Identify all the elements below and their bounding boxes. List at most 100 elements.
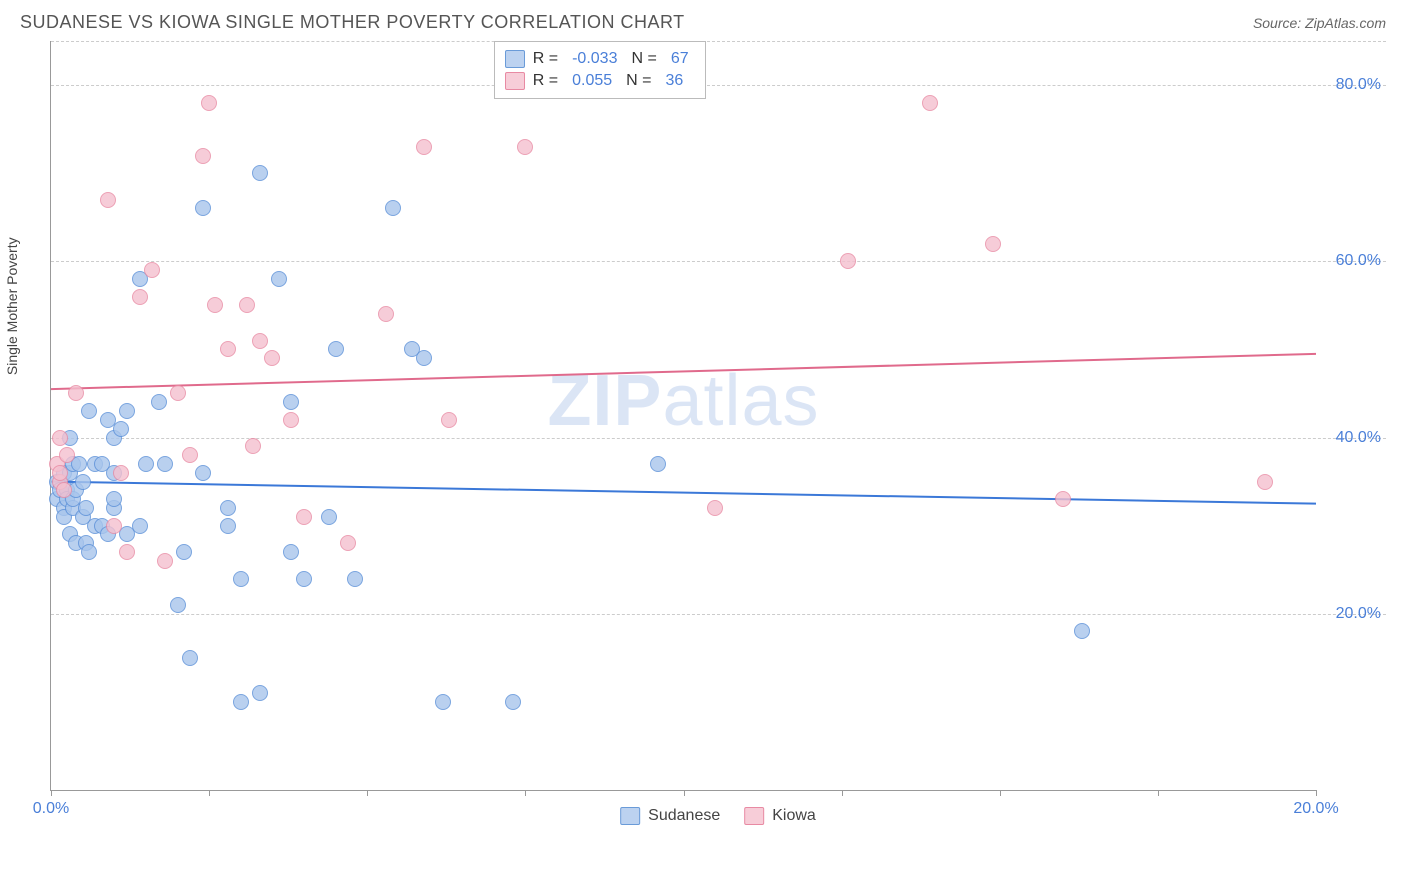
x-tick <box>209 790 210 796</box>
data-point <box>283 412 299 428</box>
data-point <box>75 474 91 490</box>
data-point <box>245 438 261 454</box>
data-point <box>78 500 94 516</box>
data-point <box>132 289 148 305</box>
data-point <box>52 430 68 446</box>
x-tick <box>1158 790 1159 796</box>
data-point <box>207 297 223 313</box>
legend-swatch <box>620 807 640 825</box>
gridline-h <box>51 614 1386 615</box>
trend-line <box>51 482 1316 504</box>
data-point <box>517 139 533 155</box>
data-point <box>340 535 356 551</box>
data-point <box>201 95 217 111</box>
n-label: N = <box>631 50 656 68</box>
data-point <box>271 271 287 287</box>
data-point <box>1074 623 1090 639</box>
data-point <box>441 412 457 428</box>
data-point <box>416 350 432 366</box>
x-tick-label: 20.0% <box>1293 800 1338 818</box>
x-tick <box>525 790 526 796</box>
data-point <box>113 421 129 437</box>
y-axis-label: Single Mother Poverty <box>4 237 20 375</box>
data-point <box>378 306 394 322</box>
legend-item: Kiowa <box>744 807 816 825</box>
data-point <box>132 518 148 534</box>
data-point <box>328 341 344 357</box>
series-legend: Sudanese Kiowa <box>620 807 816 825</box>
x-tick-label: 0.0% <box>33 800 69 818</box>
data-point <box>138 456 154 472</box>
data-point <box>283 544 299 560</box>
data-point <box>68 385 84 401</box>
data-point <box>220 341 236 357</box>
x-tick <box>1000 790 1001 796</box>
data-point <box>176 544 192 560</box>
data-point <box>106 518 122 534</box>
chart-header: SUDANESE VS KIOWA SINGLE MOTHER POVERTY … <box>0 0 1406 41</box>
data-point <box>707 500 723 516</box>
n-value: 36 <box>659 72 689 90</box>
data-point <box>119 544 135 560</box>
data-point <box>220 518 236 534</box>
x-tick <box>842 790 843 796</box>
x-tick <box>684 790 685 796</box>
y-tick-label: 20.0% <box>1336 605 1381 623</box>
r-value: -0.033 <box>566 50 623 68</box>
series-swatch <box>505 50 525 68</box>
n-label: N = <box>626 72 651 90</box>
chart-title: SUDANESE VS KIOWA SINGLE MOTHER POVERTY … <box>20 12 685 33</box>
data-point <box>650 456 666 472</box>
gridline-h <box>51 41 1386 42</box>
data-point <box>144 262 160 278</box>
x-tick <box>51 790 52 796</box>
data-point <box>1055 491 1071 507</box>
data-point <box>296 509 312 525</box>
data-point <box>113 465 129 481</box>
x-tick <box>367 790 368 796</box>
trend-lines <box>51 41 1316 790</box>
data-point <box>252 165 268 181</box>
data-point <box>100 192 116 208</box>
data-point <box>985 236 1001 252</box>
data-point <box>59 447 75 463</box>
r-label: R = <box>533 72 558 90</box>
data-point <box>416 139 432 155</box>
data-point <box>151 394 167 410</box>
data-point <box>81 403 97 419</box>
legend-label: Kiowa <box>772 807 816 825</box>
data-point <box>505 694 521 710</box>
r-value: 0.055 <box>566 72 618 90</box>
series-swatch <box>505 72 525 90</box>
data-point <box>220 500 236 516</box>
data-point <box>170 385 186 401</box>
y-tick-label: 80.0% <box>1336 76 1381 94</box>
data-point <box>252 333 268 349</box>
data-point <box>195 200 211 216</box>
data-point <box>170 597 186 613</box>
trend-line <box>51 354 1316 389</box>
data-point <box>106 491 122 507</box>
data-point <box>296 571 312 587</box>
data-point <box>233 571 249 587</box>
data-point <box>195 148 211 164</box>
legend-label: Sudanese <box>648 807 720 825</box>
data-point <box>252 685 268 701</box>
source-prefix: Source: <box>1253 15 1305 31</box>
stats-row: R =-0.033N =67 <box>505 48 695 70</box>
gridline-h <box>51 261 1386 262</box>
legend-swatch <box>744 807 764 825</box>
data-point <box>840 253 856 269</box>
data-point <box>1257 474 1273 490</box>
data-point <box>385 200 401 216</box>
data-point <box>182 447 198 463</box>
data-point <box>119 403 135 419</box>
data-point <box>435 694 451 710</box>
data-point <box>264 350 280 366</box>
chart-container: Single Mother Poverty ZIPatlas 20.0%40.0… <box>50 41 1386 831</box>
data-point <box>239 297 255 313</box>
watermark: ZIPatlas <box>547 360 819 442</box>
data-point <box>157 456 173 472</box>
data-point <box>233 694 249 710</box>
data-point <box>283 394 299 410</box>
